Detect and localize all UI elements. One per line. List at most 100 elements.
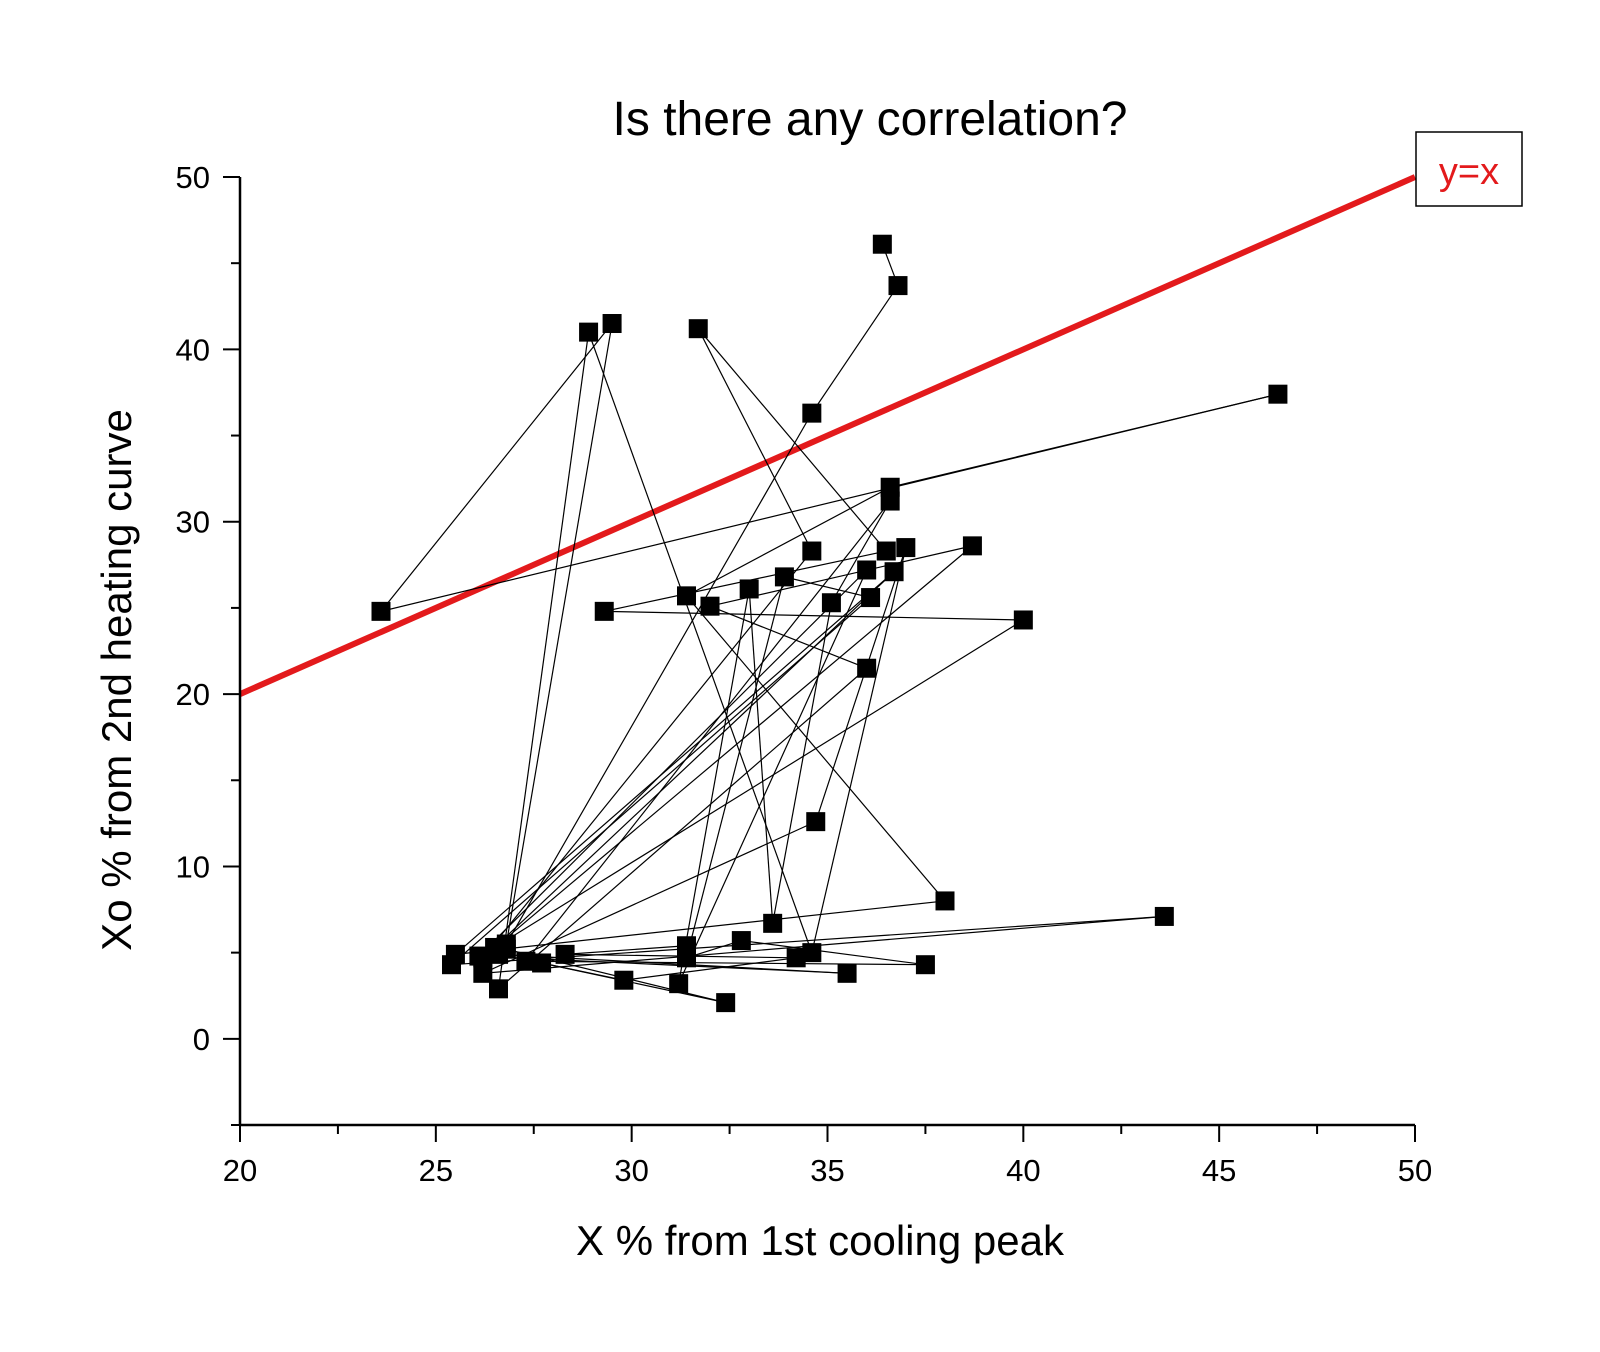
x-axis-title: X % from 1st cooling peak	[576, 1217, 1065, 1264]
connector-segment	[541, 962, 624, 981]
x-tick-label: 40	[1006, 1153, 1040, 1188]
connector-segment	[709, 605, 867, 669]
connector-segment	[772, 602, 833, 924]
data-point	[935, 891, 955, 911]
connector-segment	[482, 915, 1165, 974]
data-point	[669, 974, 689, 994]
x-tick-label: 30	[614, 1153, 648, 1188]
connector-segment	[890, 393, 1279, 488]
connector-segment	[494, 619, 1024, 948]
data-point	[579, 322, 599, 342]
connector-segment	[678, 588, 750, 984]
chart-title: Is there any correlation?	[613, 93, 1128, 146]
connector-segment	[685, 576, 785, 958]
connector-segment	[380, 323, 613, 612]
data-point	[688, 319, 708, 339]
connector-segment	[478, 569, 868, 957]
data-point	[962, 536, 982, 556]
data-point	[1013, 610, 1033, 630]
x-tick-label: 20	[223, 1153, 257, 1188]
data-point	[786, 948, 806, 968]
data-point	[555, 944, 575, 964]
y-tick-label: 40	[176, 332, 210, 367]
data-point	[872, 234, 892, 254]
data-point	[876, 541, 896, 561]
data-point	[884, 562, 904, 582]
x-tick-label: 45	[1202, 1153, 1236, 1188]
data-point	[802, 943, 822, 963]
data-point	[861, 588, 881, 608]
y-tick-label: 30	[176, 505, 210, 540]
axes: 20 25 30 35 40 45 50 0 10 20 30 40 50	[176, 160, 1433, 1188]
legend-label-y-equals-x: y=x	[1439, 151, 1499, 193]
data-point	[496, 939, 516, 959]
y-tick-label: 0	[193, 1022, 210, 1057]
connector-segment	[565, 945, 687, 955]
data-point	[700, 596, 720, 616]
data-point	[802, 403, 822, 423]
data-point	[731, 931, 751, 951]
connector-segment	[623, 957, 797, 981]
data-point	[371, 601, 391, 621]
data-point	[469, 946, 489, 966]
connector-segment	[811, 285, 899, 414]
data-point	[1268, 384, 1288, 404]
data-point	[594, 601, 614, 621]
legend-box	[1415, 131, 1523, 207]
y-axis-title: Xo % from 2nd heating curve	[93, 409, 140, 951]
x-tick-label: 50	[1398, 1153, 1432, 1188]
connector-segment	[498, 667, 868, 990]
data-point	[677, 936, 696, 956]
data-point	[806, 812, 826, 832]
data-point	[915, 955, 935, 975]
data-point	[489, 979, 508, 999]
data-point	[602, 314, 622, 334]
data-point	[857, 658, 877, 678]
data-point	[516, 951, 536, 971]
data-point	[532, 953, 552, 973]
connector-segment	[455, 900, 946, 955]
reference-line-layer	[238, 174, 1417, 697]
connector-segment	[678, 569, 868, 984]
data-point	[739, 579, 759, 599]
connector-lines	[380, 244, 1279, 1004]
connector-segment	[494, 571, 895, 948]
data-point	[774, 567, 794, 587]
data-point	[821, 593, 841, 613]
connector-segment	[497, 332, 590, 989]
connector-segment	[588, 331, 813, 953]
connector-segment	[525, 500, 891, 962]
x-tick-label: 35	[810, 1153, 844, 1188]
connector-segment	[455, 571, 895, 955]
connector-segment	[505, 412, 813, 945]
data-point	[837, 963, 857, 983]
data-point	[763, 913, 783, 933]
connector-segment	[815, 547, 907, 822]
connector-segment	[811, 547, 907, 953]
y-tick-label: 50	[176, 160, 210, 195]
data-point	[442, 955, 461, 975]
data-point	[716, 993, 736, 1013]
reference-line-y-equals-x	[238, 174, 1417, 697]
connector-segment	[451, 597, 871, 966]
connector-segment	[604, 610, 1024, 621]
data-point	[857, 560, 877, 580]
data-points	[371, 234, 1288, 1013]
data-point	[802, 541, 822, 561]
y-tick-label: 20	[176, 677, 210, 712]
connector-segment	[748, 588, 774, 924]
connector-segment	[741, 939, 926, 966]
y-tick-label: 10	[176, 849, 210, 884]
connector-segment	[686, 486, 891, 597]
legend: y=x	[1415, 131, 1523, 207]
data-point	[896, 538, 916, 558]
data-point	[473, 963, 493, 983]
connector-segment	[697, 328, 887, 552]
connector-segment	[697, 328, 813, 552]
connector-segment	[505, 323, 613, 945]
data-point	[614, 970, 634, 990]
plot-area	[238, 174, 1417, 1013]
x-tick-label: 25	[419, 1153, 453, 1188]
